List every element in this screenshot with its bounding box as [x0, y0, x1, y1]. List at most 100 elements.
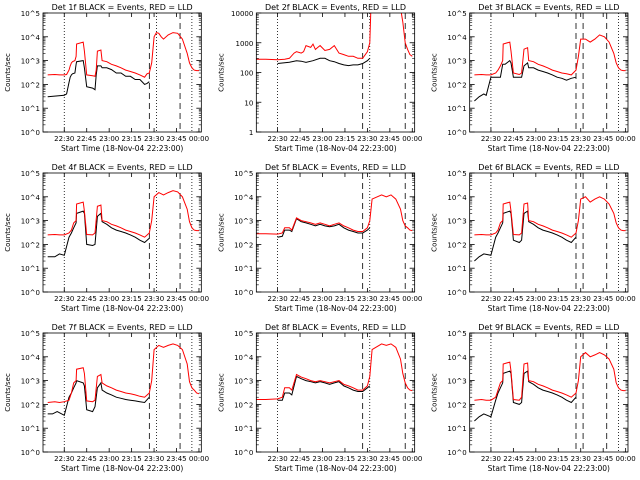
x-tick-label: 23:45 [166, 295, 186, 303]
x-tick-label: 22:30 [268, 295, 288, 303]
y-tick-label: 10^5 [21, 170, 40, 178]
series-line-red [256, 343, 413, 400]
y-tick-label: 10^3 [21, 218, 40, 226]
series-group [47, 32, 199, 98]
series-line-red [474, 34, 626, 76]
y-tick-label: 10 [244, 99, 253, 107]
y-axis-label: Counts/sec [4, 53, 12, 92]
y-tick-label: 10^1 [447, 265, 466, 273]
x-tick-label: 22:30 [54, 455, 74, 463]
y-tick-label: 10^0 [447, 449, 466, 457]
y-tick-label: 10^2 [447, 401, 466, 409]
x-tick-label: 00:00 [189, 295, 209, 303]
x-tick-label: 23:30 [357, 455, 377, 463]
y-tick-label: 10^1 [21, 425, 40, 433]
chart-panel-9: Det 9f BLACK = Events, RED = LLD 22:30 22:… [431, 323, 636, 473]
x-tick-label: 00:00 [616, 295, 636, 303]
x-tick-label: 22:30 [481, 295, 501, 303]
chart-panel-3: Det 3f BLACK = Events, RED = LLD 22:30 22:… [431, 3, 636, 153]
y-axis-label: Counts/sec [4, 213, 12, 252]
y-tick-label: 10^5 [447, 10, 466, 18]
y-tick-label: 10^3 [447, 218, 466, 226]
x-tick-label: 23:15 [335, 455, 355, 463]
y-axis-label: Counts/sec [431, 213, 439, 252]
x-tick-label: 00:00 [189, 455, 209, 463]
x-tick-label: 23:30 [144, 455, 164, 463]
chart-title: Det 5f BLACK = Events, RED = LLD [265, 163, 406, 172]
chart-title: Det 4f BLACK = Events, RED = LLD [52, 163, 193, 172]
x-tick-label: 22:45 [290, 135, 310, 143]
y-tick-label: 10^3 [21, 58, 40, 66]
y-tick-label: 10^0 [21, 289, 40, 297]
y-tick-label: 10^0 [234, 449, 253, 457]
plot-frame [469, 332, 629, 453]
chart-title: Det 2f BLACK = Events, RED = LLD [265, 3, 406, 12]
series-line-black [277, 57, 371, 67]
x-tick-label: 22:45 [290, 295, 310, 303]
y-tick-label: 10^4 [21, 194, 41, 202]
chart-panel-5: Det 5f BLACK = Events, RED = LLD 22:30 22:… [217, 163, 422, 313]
y-tick-label: 10^0 [234, 289, 253, 297]
x-tick-label: 23:00 [526, 135, 546, 143]
chart-panel-8: Det 8f BLACK = Events, RED = LLD 22:30 22:… [217, 323, 422, 473]
y-tick-label: 10^2 [21, 241, 40, 249]
y-tick-label: 10^3 [447, 58, 466, 66]
chart-panel-2: Det 2f BLACK = Events, RED = LLD 22:30 22:… [217, 3, 422, 153]
y-tick-label: 10^2 [21, 401, 40, 409]
x-tick-label: 23:30 [571, 295, 591, 303]
y-tick-label: 10^4 [21, 354, 41, 362]
y-axis-label: Counts/sec [4, 373, 12, 412]
x-tick-label: 23:15 [335, 295, 355, 303]
x-tick-label: 22:30 [481, 455, 501, 463]
y-tick-label: 10^1 [21, 105, 40, 113]
chart-panel-4: Det 4f BLACK = Events, RED = LLD 22:30 22:… [4, 163, 209, 313]
y-tick-label: 10^1 [234, 425, 253, 433]
series-line-black [474, 210, 577, 262]
y-tick-label: 1000 [236, 40, 254, 48]
x-tick-label: 22:45 [77, 295, 97, 303]
x-axis-label: Start Time (18-Nov-04 22:23:00) [274, 304, 396, 313]
x-tick-label: 22:30 [54, 135, 74, 143]
x-tick-label: 23:30 [571, 135, 591, 143]
x-tick-label: 23:15 [548, 135, 568, 143]
y-tick-label: 10^2 [447, 81, 466, 89]
x-tick-label: 22:45 [290, 455, 310, 463]
y-tick-label: 10^5 [447, 330, 466, 338]
x-tick-label: 23:15 [335, 135, 355, 143]
y-tick-label: 10000 [231, 10, 253, 18]
chart-panel-1: Det 1f BLACK = Events, RED = LLD 22:30 22:… [4, 3, 209, 153]
x-tick-label: 00:00 [402, 455, 422, 463]
series-line-black [277, 375, 371, 401]
series-line-black [474, 370, 577, 422]
x-tick-label: 23:45 [166, 455, 186, 463]
y-tick-label: 10^3 [234, 218, 253, 226]
chart-title: Det 1f BLACK = Events, RED = LLD [52, 3, 193, 12]
plot-frame [42, 172, 202, 293]
y-tick-label: 10^1 [21, 265, 40, 273]
x-tick-label: 23:45 [593, 455, 613, 463]
y-tick-label: 10^2 [21, 81, 40, 89]
x-axis-label: Start Time (18-Nov-04 22:23:00) [488, 144, 610, 153]
x-tick-label: 23:30 [357, 295, 377, 303]
x-tick-label: 23:15 [122, 455, 142, 463]
y-tick-label: 10^3 [447, 378, 466, 386]
y-tick-label: 10^5 [21, 10, 40, 18]
plot-frame [255, 12, 416, 133]
y-tick-label: 10^0 [21, 449, 40, 457]
x-axis-label: Start Time (18-Nov-04 22:23:00) [61, 304, 183, 313]
y-tick-label: 10^4 [21, 34, 41, 42]
x-tick-label: 23:00 [99, 455, 119, 463]
x-tick-label: 22:30 [268, 455, 288, 463]
x-tick-label: 23:45 [593, 295, 613, 303]
x-tick-label: 00:00 [402, 295, 422, 303]
chart-title: Det 8f BLACK = Events, RED = LLD [265, 323, 406, 332]
x-tick-label: 22:45 [77, 455, 97, 463]
y-axis-label: Counts/sec [217, 373, 225, 412]
series-group [47, 343, 200, 417]
y-tick-label: 10^2 [234, 241, 253, 249]
y-tick-label: 10^3 [21, 378, 40, 386]
x-axis-label: Start Time (18-Nov-04 22:23:00) [61, 144, 183, 153]
series-line-black [474, 59, 577, 102]
chart-title: Det 9f BLACK = Events, RED = LLD [478, 323, 619, 332]
